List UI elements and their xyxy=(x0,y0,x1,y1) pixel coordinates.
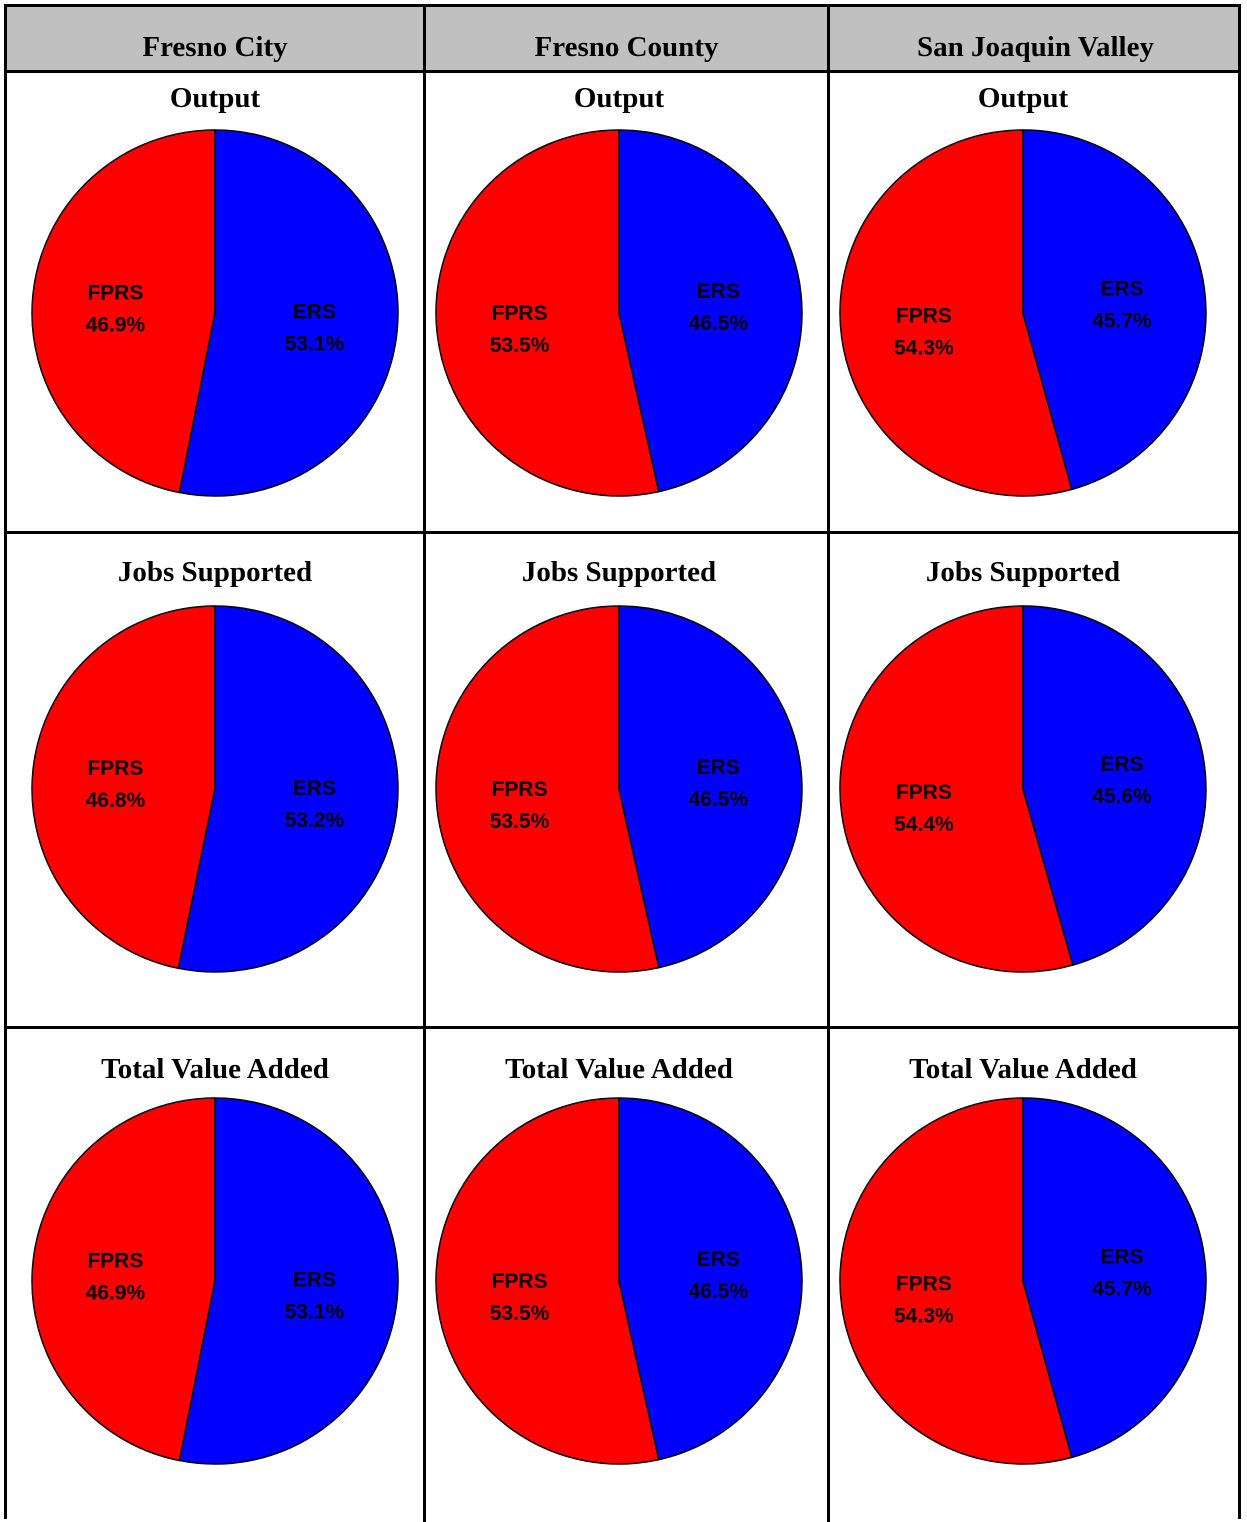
slice-label-ers: ERS xyxy=(293,777,336,800)
pie-slice-fprs xyxy=(31,605,216,970)
pie-chart-total-value-added-san-joaquin-valley: FPRS 54.3% ERS 45.7% xyxy=(839,1097,1207,1465)
pie-slice-ers xyxy=(177,605,399,973)
pie-chart-jobs-supported-san-joaquin-valley: FPRS 54.4% ERS 45.6% xyxy=(839,605,1207,973)
pie-chart-output-san-joaquin-valley: FPRS 54.3% ERS 45.7% xyxy=(839,129,1207,497)
slice-value-ers: 45.7% xyxy=(1092,1278,1152,1301)
slice-value-fprs: 53.5% xyxy=(490,810,550,833)
slice-label-ers: ERS xyxy=(1100,278,1143,301)
chart-title-output-fresno-city: Output xyxy=(169,82,261,114)
pie-slice-ers xyxy=(618,129,803,493)
chart-title-output-fresno-county: Output xyxy=(573,82,665,114)
pie-slice-fprs xyxy=(839,1097,1073,1465)
pie-slice-ers xyxy=(618,605,803,969)
row-divider xyxy=(7,1026,1238,1029)
chart-title-total-value-added-san-joaquin-valley: Total Value Added xyxy=(909,1053,1137,1085)
slice-value-fprs: 53.5% xyxy=(490,334,550,357)
chart-title-jobs-supported-san-joaquin-valley: Jobs Supported xyxy=(925,556,1121,588)
slice-label-ers: ERS xyxy=(1100,1246,1143,1269)
column-header-fresno-county: Fresno County xyxy=(534,31,719,63)
slice-value-fprs: 46.9% xyxy=(86,313,146,336)
chart-title-total-value-added-fresno-city: Total Value Added xyxy=(101,1053,329,1085)
slice-value-ers: 45.6% xyxy=(1092,785,1152,808)
pie-chart-grid: Fresno City Fresno County San Joaquin Va… xyxy=(4,4,1241,1522)
slice-value-ers: 53.1% xyxy=(285,333,345,356)
slice-label-fprs: FPRS xyxy=(896,1272,952,1295)
pie-chart-jobs-supported-fresno-city: FPRS 46.8% ERS 53.2% xyxy=(31,605,399,973)
pie-chart-output-fresno-county: FPRS 53.5% ERS 46.5% xyxy=(435,129,803,497)
slice-value-fprs: 54.3% xyxy=(894,1304,954,1327)
column-divider xyxy=(827,7,830,1522)
pie-slice-ers xyxy=(178,129,399,497)
pie-slice-ers xyxy=(1022,605,1207,966)
slice-label-fprs: FPRS xyxy=(896,304,952,327)
pie-slice-fprs xyxy=(839,129,1073,497)
slice-label-fprs: FPRS xyxy=(492,778,548,801)
pie-slice-ers xyxy=(1022,1097,1207,1459)
chart-title-total-value-added-fresno-county: Total Value Added xyxy=(505,1053,733,1085)
slice-value-fprs: 46.9% xyxy=(86,1281,146,1304)
slice-value-fprs: 54.4% xyxy=(894,813,954,836)
slice-value-ers: 53.2% xyxy=(285,809,345,832)
slice-value-ers: 53.1% xyxy=(285,1301,345,1324)
slice-label-fprs: FPRS xyxy=(87,757,143,780)
slice-label-fprs: FPRS xyxy=(492,302,548,325)
slice-label-ers: ERS xyxy=(697,756,740,779)
column-divider xyxy=(423,7,426,1522)
slice-label-fprs: FPRS xyxy=(87,281,143,304)
slice-value-ers: 46.5% xyxy=(689,1280,749,1303)
pie-slice-fprs xyxy=(31,1097,216,1462)
column-header-fresno-city: Fresno City xyxy=(142,31,288,63)
slice-value-fprs: 46.8% xyxy=(86,789,146,812)
slice-label-fprs: FPRS xyxy=(87,1249,143,1272)
pie-slice-ers xyxy=(178,1097,399,1465)
slice-label-ers: ERS xyxy=(697,1248,740,1271)
pie-chart-jobs-supported-fresno-county: FPRS 53.5% ERS 46.5% xyxy=(435,605,803,973)
slice-label-ers: ERS xyxy=(293,1269,336,1292)
chart-title-jobs-supported-fresno-city: Jobs Supported xyxy=(117,556,313,588)
slice-label-ers: ERS xyxy=(293,301,336,324)
pie-chart-output-fresno-city: FPRS 46.9% ERS 53.1% xyxy=(31,129,399,497)
header-row: Fresno City Fresno County San Joaquin Va… xyxy=(7,7,1238,73)
slice-value-fprs: 53.5% xyxy=(490,1302,550,1325)
slice-value-ers: 45.7% xyxy=(1092,310,1152,333)
slice-label-ers: ERS xyxy=(1100,753,1143,776)
slice-label-fprs: FPRS xyxy=(492,1270,548,1293)
chart-title-output-san-joaquin-valley: Output xyxy=(977,82,1069,114)
slice-label-fprs: FPRS xyxy=(896,781,952,804)
slice-value-ers: 46.5% xyxy=(689,312,749,335)
pie-slice-fprs xyxy=(435,129,660,497)
slice-value-fprs: 54.3% xyxy=(894,336,954,359)
chart-title-jobs-supported-fresno-county: Jobs Supported xyxy=(521,556,717,588)
pie-chart-total-value-added-fresno-county: FPRS 53.5% ERS 46.5% xyxy=(435,1097,803,1465)
pie-slice-fprs xyxy=(31,129,216,494)
slice-value-ers: 46.5% xyxy=(689,788,749,811)
pie-slice-fprs xyxy=(435,605,660,973)
pie-slice-ers xyxy=(1022,129,1207,491)
row-divider xyxy=(7,531,1238,534)
pie-chart-total-value-added-fresno-city: FPRS 46.9% ERS 53.1% xyxy=(31,1097,399,1465)
pie-slice-fprs xyxy=(839,605,1074,973)
column-header-san-joaquin-valley: San Joaquin Valley xyxy=(917,31,1154,63)
pie-slice-fprs xyxy=(435,1097,660,1465)
slice-label-ers: ERS xyxy=(697,280,740,303)
pie-slice-ers xyxy=(618,1097,803,1461)
